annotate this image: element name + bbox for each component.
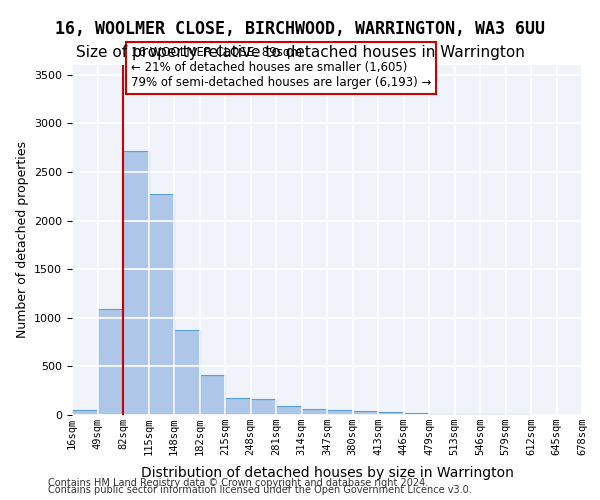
Bar [505, 414, 531, 415]
Bar [302, 408, 327, 415]
Bar [251, 399, 276, 415]
Bar [404, 413, 429, 415]
X-axis label: Distribution of detached houses by size in Warrington: Distribution of detached houses by size … [140, 466, 514, 480]
Bar [149, 194, 174, 415]
Bar [123, 150, 149, 415]
Bar [480, 414, 505, 415]
Text: Contains public sector information licensed under the Open Government Licence v3: Contains public sector information licen… [48, 485, 472, 495]
Bar [327, 410, 353, 415]
Text: 16, WOOLMER CLOSE, BIRCHWOOD, WARRINGTON, WA3 6UU: 16, WOOLMER CLOSE, BIRCHWOOD, WARRINGTON… [55, 20, 545, 38]
Bar [429, 414, 455, 415]
Bar [225, 398, 251, 415]
Bar [72, 410, 97, 415]
Text: Size of property relative to detached houses in Warrington: Size of property relative to detached ho… [76, 45, 524, 60]
Bar [276, 406, 302, 415]
Bar [199, 374, 225, 415]
Bar [97, 309, 123, 415]
Bar [455, 414, 480, 415]
Bar [353, 411, 378, 415]
Y-axis label: Number of detached properties: Number of detached properties [16, 142, 29, 338]
Text: Contains HM Land Registry data © Crown copyright and database right 2024.: Contains HM Land Registry data © Crown c… [48, 478, 428, 488]
Bar [174, 330, 199, 415]
Bar [378, 412, 404, 415]
Text: 16 WOOLMER CLOSE: 89sqm
← 21% of detached houses are smaller (1,605)
79% of semi: 16 WOOLMER CLOSE: 89sqm ← 21% of detache… [131, 46, 431, 90]
